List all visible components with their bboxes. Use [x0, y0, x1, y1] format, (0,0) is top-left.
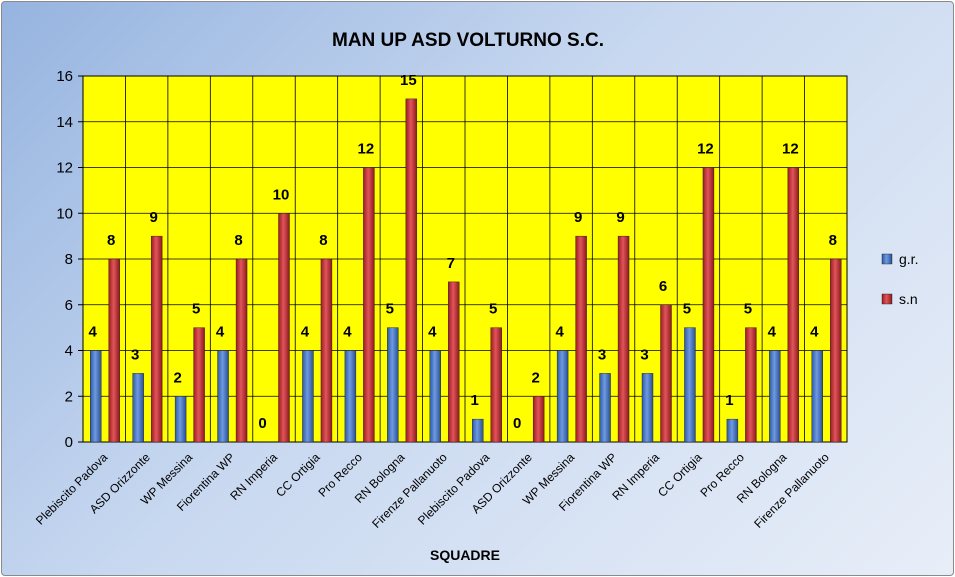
- data-label: 5: [386, 301, 394, 318]
- data-label: 5: [683, 301, 691, 318]
- bar-gr: [472, 418, 484, 443]
- x-tick-label: Firenze Pallanuoto: [369, 450, 450, 531]
- bar-sn: [617, 235, 630, 443]
- data-label: 5: [489, 301, 497, 318]
- legend-label-sn: s.n: [899, 291, 918, 307]
- y-tick-label: 16: [56, 68, 73, 85]
- bar-gr: [90, 350, 102, 443]
- legend-swatch-sn: [881, 293, 893, 305]
- data-label: 4: [216, 324, 225, 341]
- bar-sn: [745, 327, 757, 443]
- data-label: 9: [149, 209, 157, 226]
- data-label: 4: [555, 324, 564, 341]
- x-tick-label: Plebiscito Padova: [415, 450, 493, 528]
- data-label: 12: [782, 141, 799, 158]
- bar-sn: [405, 98, 418, 443]
- data-label: 9: [616, 209, 624, 226]
- data-label: 12: [697, 141, 714, 158]
- legend-swatch-gr: [881, 253, 893, 265]
- data-label: 4: [428, 324, 437, 341]
- data-label: 15: [400, 72, 417, 89]
- data-label: 3: [598, 346, 606, 363]
- data-label: 8: [234, 232, 242, 249]
- data-label: 4: [343, 324, 352, 341]
- y-tick-label: 14: [56, 114, 73, 131]
- bar-sn: [108, 258, 120, 443]
- x-tick-label: Firenze Pallanuoto: [751, 450, 832, 531]
- x-axis-title: SQUADRE: [430, 547, 500, 563]
- data-label: 8: [319, 232, 327, 249]
- y-tick-label: 10: [56, 205, 73, 222]
- grid: [83, 76, 847, 442]
- data-label: 10: [273, 186, 290, 203]
- x-tick-label: CC Ortigia: [273, 450, 323, 500]
- y-tick-label: 12: [56, 160, 73, 177]
- bar-gr: [174, 396, 187, 443]
- y-tick-label: 0: [65, 434, 73, 451]
- bar-sn: [448, 281, 460, 443]
- bar-sn: [320, 258, 333, 443]
- bar-gr: [344, 350, 357, 443]
- data-label: 4: [768, 324, 777, 341]
- bar-gr: [641, 373, 654, 443]
- data-label: 12: [358, 141, 375, 158]
- data-label: 8: [107, 232, 115, 249]
- data-label: 3: [131, 346, 139, 363]
- data-label: 7: [447, 255, 455, 272]
- chart-title: MAN UP ASD VOLTURNO S.C.: [332, 30, 604, 51]
- y-tick-label: 6: [65, 297, 73, 314]
- y-tick-label: 8: [65, 251, 73, 268]
- bar-gr: [599, 373, 611, 443]
- y-axis: 0 2 4 6 8 10 12 14 16: [56, 68, 83, 451]
- data-label: 6: [659, 278, 667, 295]
- data-label: 4: [810, 324, 819, 341]
- x-tick-label: Plebiscito Padova: [33, 450, 111, 528]
- bar-sn: [532, 396, 545, 443]
- data-label: 4: [89, 324, 98, 341]
- bar-gr: [769, 350, 781, 443]
- bar-sn: [235, 258, 248, 443]
- bar-gr: [217, 350, 229, 443]
- data-label: 5: [192, 301, 200, 318]
- bar-gr: [811, 350, 823, 443]
- data-label: 4: [301, 324, 310, 341]
- bar-sn: [150, 235, 163, 443]
- bar-gr: [429, 350, 441, 443]
- legend-label-gr: g.r.: [899, 251, 918, 267]
- bar-gr: [684, 327, 696, 443]
- data-label: 1: [471, 392, 479, 409]
- data-label: 0: [258, 415, 266, 432]
- data-label: 3: [640, 346, 648, 363]
- y-tick-label: 2: [65, 388, 73, 405]
- bar-sn: [702, 167, 715, 443]
- bar-gr: [556, 350, 569, 443]
- bar-sn: [193, 327, 205, 443]
- y-tick-label: 4: [65, 343, 73, 360]
- bar-sn: [490, 327, 502, 443]
- bar-gr: [387, 327, 399, 443]
- legend: g.r. s.n: [881, 251, 918, 307]
- bar-sn: [575, 235, 587, 443]
- x-tick-label: CC Ortigia: [655, 450, 705, 500]
- bar-sn: [660, 304, 672, 443]
- data-label: 1: [725, 392, 733, 409]
- data-label: 0: [513, 415, 521, 432]
- data-label: 8: [829, 232, 837, 249]
- bar-gr: [132, 373, 144, 443]
- bar-sn: [278, 213, 290, 443]
- bars: [90, 98, 842, 443]
- data-label: 9: [574, 209, 582, 226]
- bar-sn: [363, 167, 375, 443]
- bar-gr: [302, 350, 314, 443]
- bar-sn: [830, 258, 842, 443]
- data-label: 2: [173, 369, 181, 386]
- data-label: 5: [744, 301, 752, 318]
- bar-sn: [787, 167, 800, 443]
- bar-gr: [726, 418, 739, 443]
- data-label: 2: [531, 369, 539, 386]
